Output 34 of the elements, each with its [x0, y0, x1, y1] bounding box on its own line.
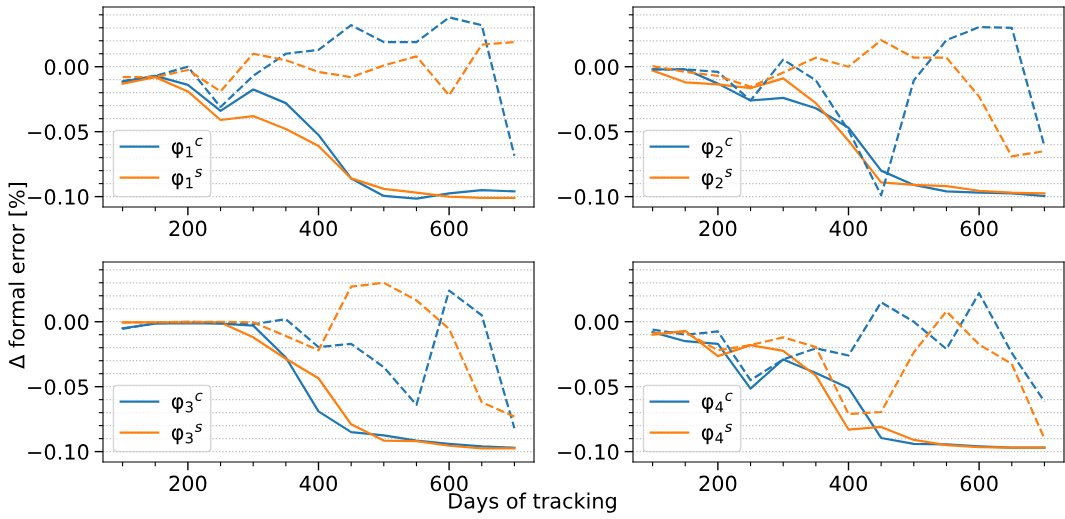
y-axis-title: Δ formal error [%] — [8, 182, 28, 369]
y-tick-label: −0.10 — [558, 444, 619, 460]
legend-label: φ$_{3}$$^{c}$ — [171, 392, 203, 414]
y-tick-label: 0.00 — [574, 314, 619, 330]
y-tick-label: 0.00 — [574, 59, 619, 75]
y-tick-label: 0.00 — [44, 59, 89, 75]
y-tick-label: −0.05 — [558, 379, 618, 395]
x-tick-label: 600 — [960, 220, 998, 237]
legend-label: φ$_{3}$$^{s}$ — [171, 423, 202, 445]
x-tick-label: 600 — [960, 475, 998, 492]
x-tick-label: 400 — [299, 475, 337, 492]
legend-label: φ$_{2}$$^{c}$ — [701, 137, 733, 159]
x-tick-label: 200 — [169, 220, 207, 237]
x-axis-title: Days of tracking — [449, 492, 616, 513]
x-tick-label: 600 — [430, 475, 468, 492]
y-tick-label: −0.05 — [28, 379, 88, 395]
x-tick-label: 400 — [829, 475, 867, 492]
x-tick-label: 400 — [829, 220, 867, 237]
y-tick-label: −0.10 — [28, 444, 89, 460]
x-tick-label: 400 — [299, 220, 337, 237]
x-tick-label: 200 — [699, 475, 737, 492]
legend-label: φ$_{1}$$^{s}$ — [171, 168, 202, 190]
y-tick-label: −0.05 — [28, 124, 88, 140]
y-tick-label: −0.10 — [28, 189, 89, 205]
y-tick-label: −0.10 — [558, 189, 619, 205]
legend-label: φ$_{2}$$^{s}$ — [701, 168, 732, 190]
y-tick-label: 0.00 — [44, 314, 89, 330]
x-tick-label: 200 — [699, 220, 737, 237]
x-tick-label: 600 — [430, 220, 468, 237]
x-tick-label: 200 — [169, 475, 207, 492]
y-tick-label: −0.05 — [558, 124, 618, 140]
legend-label: φ$_{1}$$^{c}$ — [171, 137, 203, 159]
legend-label: φ$_{4}$$^{c}$ — [701, 392, 733, 414]
legend-label: φ$_{4}$$^{s}$ — [701, 423, 732, 445]
